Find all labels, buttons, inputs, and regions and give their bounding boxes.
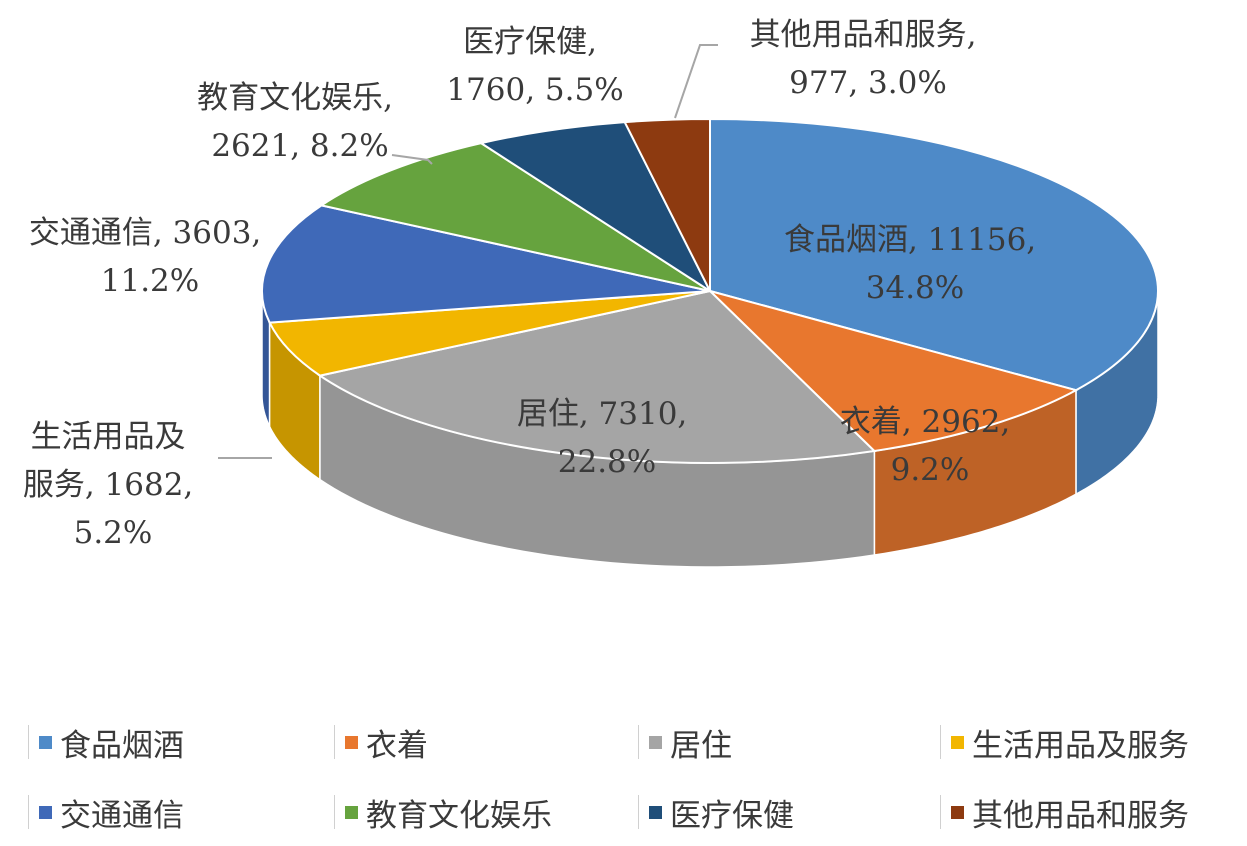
pie-slices xyxy=(261,117,1159,464)
label-other-line1: 其他用品和服务, xyxy=(750,17,977,53)
legend-label-transport: 交通通信 xyxy=(60,797,184,834)
legend-item-transport: 交通通信 xyxy=(28,792,184,834)
pie-chart: 食品烟酒, 11156, 34.8% 衣着, 2962, 9.2% 居住, 73… xyxy=(23,17,1159,568)
legend-divider xyxy=(334,725,335,759)
legend-item-household: 生活用品及服务 xyxy=(940,722,1189,764)
svg-text:其他用品和服务, 977, 3.0%: 其他用品和服务, 977, 3.0% xyxy=(750,17,987,101)
label-education-line1: 教育文化娱乐, xyxy=(197,80,393,116)
label-transport-line2: 11.2% xyxy=(101,263,199,299)
data-labels: 食品烟酒, 11156, 34.8% 衣着, 2962, 9.2% 居住, 73… xyxy=(23,17,1046,551)
label-food-line2: 34.8% xyxy=(866,270,964,306)
svg-text:食品烟酒, 11156, 34.8%: 食品烟酒, 11156, 34.8% xyxy=(784,222,1046,306)
pie-slice-medical xyxy=(478,121,713,294)
pie-sides xyxy=(261,290,1159,568)
label-housing-line1: 居住, 7310, xyxy=(517,396,687,432)
legend-item-food: 食品烟酒 xyxy=(28,722,184,764)
legend-divider xyxy=(334,795,335,829)
legend-divider xyxy=(28,795,29,829)
legend-divider xyxy=(638,725,639,759)
leader-lines xyxy=(218,44,718,459)
pie-slice-clothing xyxy=(706,289,1079,453)
legend-swatch-food xyxy=(39,735,52,749)
svg-text:居住, 7310, 22.8%: 居住, 7310, 22.8% xyxy=(517,396,697,480)
pie-slice-other xyxy=(623,117,711,292)
label-clothing-line1: 衣着, 2962, xyxy=(840,404,1010,440)
label-household-line3: 5.2% xyxy=(74,515,153,551)
legend-item-other: 其他用品和服务 xyxy=(940,792,1189,834)
label-medical-line1: 医疗保健, xyxy=(463,24,597,60)
legend-divider xyxy=(28,725,29,759)
pie-slice-housing xyxy=(317,289,877,464)
legend-item-housing: 居住 xyxy=(638,722,732,764)
legend-label-clothing: 衣着 xyxy=(366,727,428,764)
legend-swatch-education xyxy=(345,805,358,819)
label-other-line2: 977, 3.0% xyxy=(789,65,947,101)
pie-slice-household xyxy=(268,290,711,377)
pie-slice-transport xyxy=(261,204,711,324)
label-food-line1: 食品烟酒, 11156, xyxy=(784,222,1036,258)
legend-divider xyxy=(940,795,941,829)
svg-text:衣着, 2962, 9.2%: 衣着, 2962, 9.2% xyxy=(840,404,1020,488)
svg-text:交通通信, 3603, 11.2%: 交通通信, 3603, 11.2% xyxy=(29,215,271,299)
legend-swatch-transport xyxy=(39,805,52,819)
legend-label-other: 其他用品和服务 xyxy=(972,797,1189,834)
legend-swatch-household xyxy=(951,735,964,749)
pie-slice-food xyxy=(709,117,1159,392)
leader-line-other xyxy=(674,44,718,119)
legend-swatch-housing xyxy=(649,735,662,749)
svg-text:医疗保健, 1760, 5.5%: 医疗保健, 1760, 5.5% xyxy=(446,24,623,108)
legend-label-education: 教育文化娱乐 xyxy=(366,797,552,834)
legend-label-medical: 医疗保健 xyxy=(670,797,794,834)
pie-slice-education xyxy=(318,142,711,292)
legend-label-food: 食品烟酒 xyxy=(60,727,184,764)
label-medical-line2: 1760, 5.5% xyxy=(446,72,623,108)
svg-text:教育文化娱乐, 2621, 8.2%: 教育文化娱乐, 2621, 8.2% xyxy=(197,80,403,164)
legend-swatch-medical xyxy=(649,805,662,819)
legend: 食品烟酒 衣着 居住 生活用品及服务交通通信 教育文化娱乐 医疗保健 其他用品和服务 xyxy=(28,722,1243,842)
legend-item-education: 教育文化娱乐 xyxy=(334,792,552,834)
legend-item-medical: 医疗保健 xyxy=(638,792,794,834)
label-household-line2: 服务, 1682, xyxy=(23,467,193,503)
legend-divider xyxy=(638,795,639,829)
label-education-line2: 2621, 8.2% xyxy=(211,128,388,164)
leader-line-education xyxy=(391,154,433,165)
label-household-line1: 生活用品及 xyxy=(31,419,186,455)
svg-text:生活用品及 服务, 1682, 5.: 生活用品及 服务, 1682, 5.2% xyxy=(23,419,203,551)
label-housing-line2: 22.8% xyxy=(558,444,656,480)
label-transport-line1: 交通通信, 3603, xyxy=(29,215,261,251)
legend-label-household: 生活用品及服务 xyxy=(972,727,1189,764)
legend-swatch-clothing xyxy=(345,735,358,749)
legend-item-clothing: 衣着 xyxy=(334,722,428,764)
label-clothing-line2: 9.2% xyxy=(891,452,970,488)
legend-label-housing: 居住 xyxy=(670,727,732,764)
legend-swatch-other xyxy=(951,805,964,819)
legend-divider xyxy=(940,725,941,759)
